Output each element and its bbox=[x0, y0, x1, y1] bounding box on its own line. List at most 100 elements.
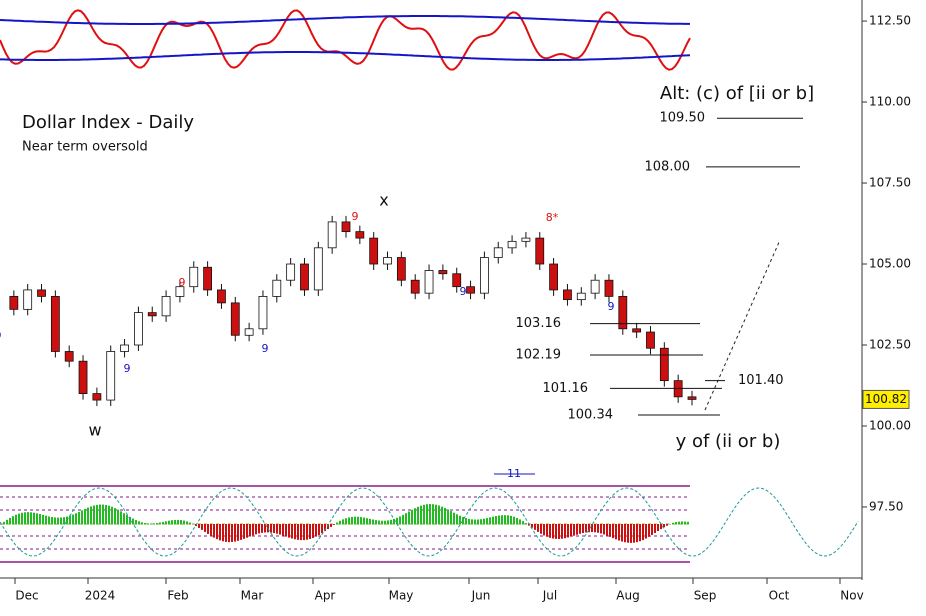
candle bbox=[286, 263, 296, 281]
hist-bar bbox=[651, 524, 653, 535]
hist-bar bbox=[411, 509, 413, 525]
hist-bar bbox=[597, 524, 599, 533]
level-label: 103.16 bbox=[516, 316, 562, 331]
x-tick-label: Oct bbox=[769, 589, 790, 603]
hist-bar bbox=[93, 505, 95, 525]
candle bbox=[300, 263, 309, 291]
annotation: 9 bbox=[352, 210, 359, 223]
candle bbox=[576, 292, 586, 301]
hist-bar bbox=[309, 524, 311, 540]
hist-bar bbox=[306, 524, 308, 540]
hist-bar bbox=[363, 517, 365, 525]
hist-bar bbox=[372, 519, 374, 525]
level-label: 108.00 bbox=[645, 159, 691, 174]
hist-bar bbox=[444, 507, 446, 525]
hist-bar bbox=[639, 524, 641, 542]
hist-bar bbox=[189, 522, 191, 525]
candle bbox=[106, 351, 116, 401]
hist-bar bbox=[591, 524, 593, 533]
hist-bar bbox=[456, 514, 458, 525]
band-upper bbox=[0, 15, 690, 25]
hist-bar bbox=[186, 521, 188, 525]
hist-bar bbox=[669, 523, 671, 525]
hist-bar bbox=[675, 522, 677, 525]
hist-bar bbox=[399, 516, 401, 525]
hist-bar bbox=[147, 523, 149, 525]
hist-bar bbox=[660, 524, 662, 530]
hist-bar bbox=[177, 519, 179, 525]
hist-bar bbox=[351, 516, 353, 525]
x-tick-label: Sep bbox=[694, 589, 717, 603]
hist-bar bbox=[258, 524, 260, 534]
hist-bar bbox=[438, 505, 440, 525]
hist-bar bbox=[291, 524, 293, 539]
candle bbox=[161, 296, 171, 317]
hist-bar bbox=[432, 504, 434, 525]
hist-bar bbox=[114, 508, 116, 525]
hist-bar bbox=[594, 524, 596, 533]
hist-bar bbox=[87, 507, 89, 525]
candle bbox=[479, 257, 489, 294]
candle bbox=[258, 296, 268, 330]
hist-bar bbox=[645, 524, 647, 539]
hist-bar bbox=[642, 524, 644, 541]
hist-bar bbox=[72, 514, 74, 525]
hist-bar bbox=[345, 518, 347, 525]
hist-bar bbox=[369, 518, 371, 525]
candle bbox=[37, 289, 46, 297]
osc-line bbox=[0, 9, 691, 71]
hist-bar bbox=[672, 522, 674, 525]
price-tag-label: 100.82 bbox=[865, 392, 907, 406]
hist-bar bbox=[579, 524, 581, 534]
hist-bar bbox=[204, 524, 206, 532]
hist-bar bbox=[174, 519, 176, 525]
x-tick-label: Mar bbox=[241, 589, 264, 603]
hist-bar bbox=[210, 524, 212, 536]
hist-bar bbox=[423, 504, 425, 525]
hist-bar bbox=[588, 524, 590, 533]
y-tick-label: 110.00 bbox=[869, 95, 911, 109]
hist-bar bbox=[318, 524, 320, 535]
hist-bar bbox=[480, 519, 482, 525]
hist-bar bbox=[618, 524, 620, 541]
level-label: 102.19 bbox=[516, 348, 562, 363]
x-tick-label: Aug bbox=[616, 589, 639, 603]
x-tick-label: Jul bbox=[542, 589, 557, 603]
hist-bar bbox=[69, 515, 71, 525]
hist-bar bbox=[207, 524, 209, 534]
hist-bar bbox=[144, 522, 146, 525]
hist-bar bbox=[540, 524, 542, 534]
y-tick-label: 112.50 bbox=[869, 14, 911, 28]
hist-bar bbox=[81, 510, 83, 525]
hist-bar bbox=[684, 521, 686, 525]
hist-bar bbox=[90, 506, 92, 525]
candle bbox=[64, 351, 74, 362]
hist-bar bbox=[243, 524, 245, 539]
hist-bar bbox=[48, 516, 50, 525]
hist-bar bbox=[231, 524, 233, 542]
candle bbox=[618, 296, 628, 330]
hist-bar bbox=[162, 521, 164, 525]
hist-bar bbox=[468, 518, 470, 525]
candle bbox=[217, 289, 226, 304]
hist-bar bbox=[381, 520, 383, 525]
candle bbox=[410, 279, 420, 294]
hist-bar bbox=[18, 513, 20, 525]
hist-bar bbox=[12, 516, 14, 525]
hist-bar bbox=[360, 517, 362, 525]
level-label: 101.40 bbox=[738, 373, 784, 388]
hist-bar bbox=[66, 516, 68, 525]
hist-bar bbox=[537, 524, 539, 532]
hist-bar bbox=[531, 524, 533, 528]
hist-bar bbox=[585, 524, 587, 533]
y-tick-label: 102.50 bbox=[869, 338, 911, 352]
candle bbox=[604, 279, 614, 297]
hist-bar bbox=[255, 524, 257, 535]
hist-bar bbox=[576, 524, 578, 535]
hist-bar bbox=[609, 524, 611, 537]
hist-bar bbox=[420, 505, 422, 525]
hist-bar bbox=[549, 524, 551, 538]
hist-bar bbox=[264, 524, 266, 533]
annotation: 9 bbox=[179, 276, 186, 289]
